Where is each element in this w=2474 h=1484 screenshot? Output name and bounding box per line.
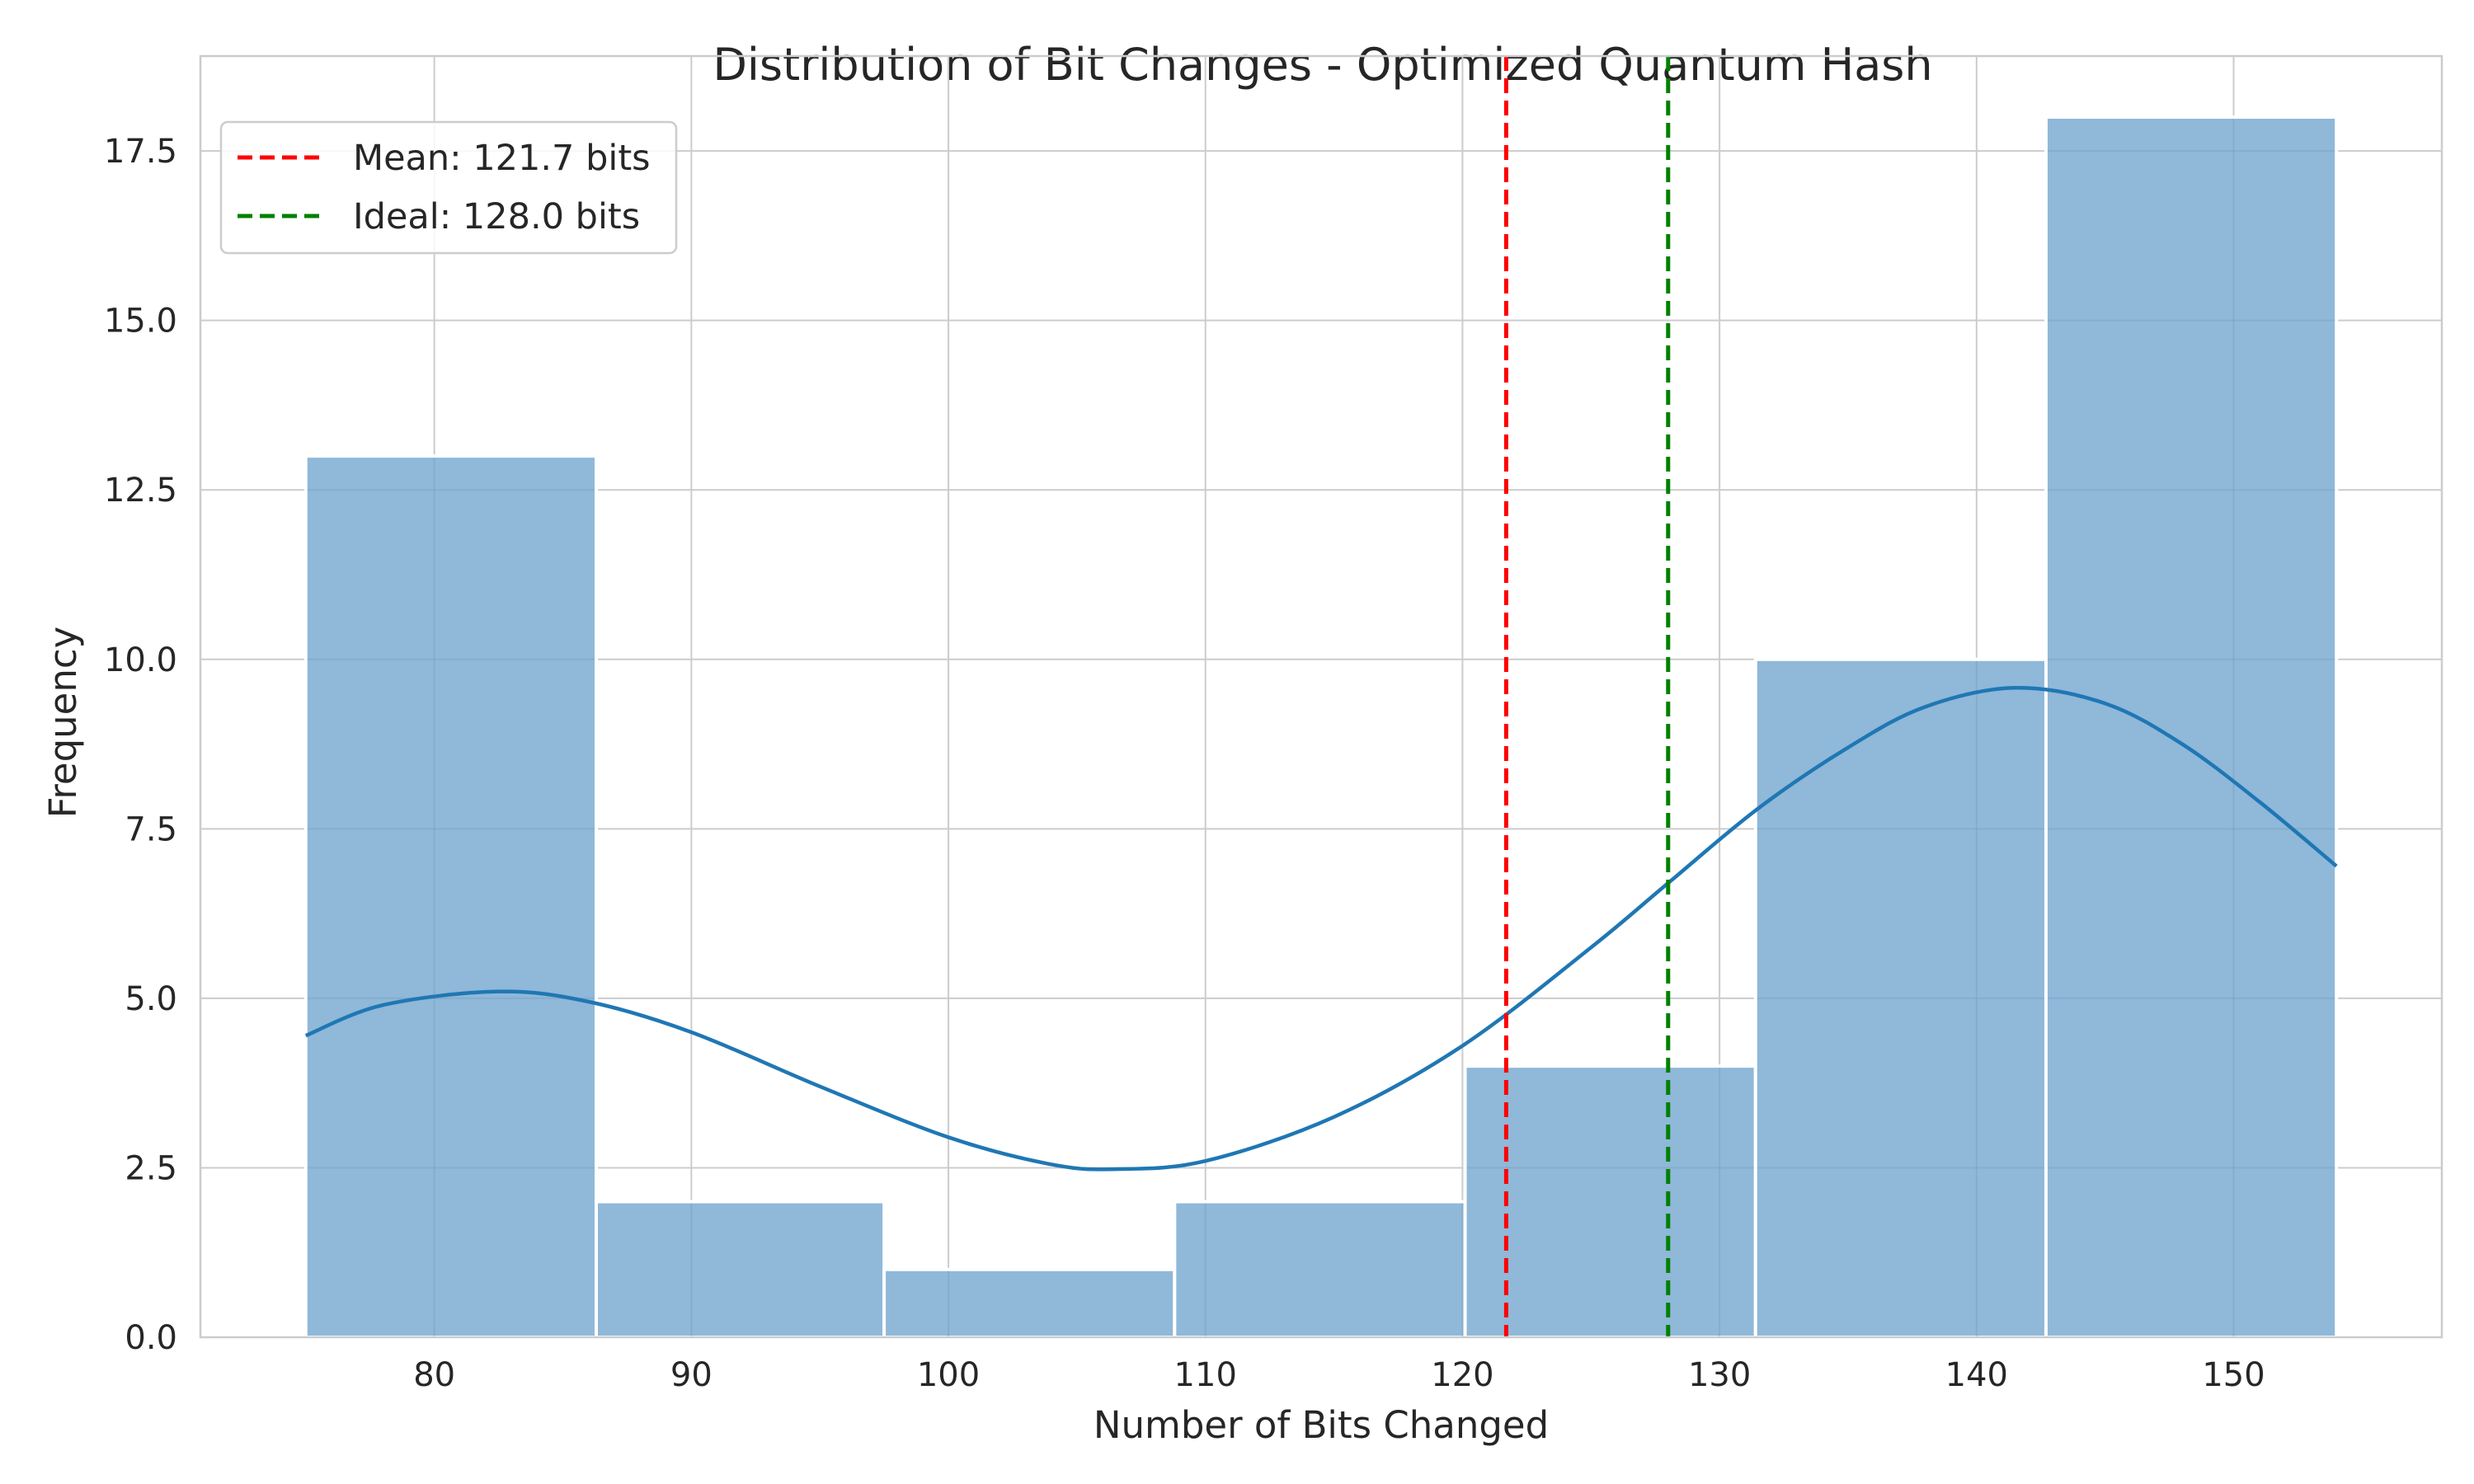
x-tick-label: 120	[1431, 1356, 1493, 1394]
legend-label-ideal: Ideal: 128.0 bits	[353, 196, 640, 237]
x-tick-label: 140	[1945, 1356, 2008, 1394]
histogram-bar	[1463, 1064, 1757, 1339]
y-tick-label: 7.5	[125, 810, 177, 848]
y-tick-label: 2.5	[125, 1149, 177, 1187]
chart-title: Distribution of Bit Changes - Optimized …	[713, 39, 1932, 91]
histogram-bar	[882, 1267, 1177, 1340]
x-tick-label: 110	[1174, 1356, 1237, 1394]
x-tick-label: 100	[917, 1356, 980, 1394]
kde-curve	[304, 686, 2338, 1172]
y-tick-label: 10.0	[104, 641, 177, 679]
x-tick-label: 150	[2202, 1356, 2265, 1394]
bars	[303, 115, 2339, 1340]
y-axis-label: Frequency	[41, 627, 85, 818]
legend: Mean: 121.7 bits Ideal: 128.0 bits	[219, 120, 678, 255]
grid-overlay-on-bars	[307, 119, 2335, 1337]
y-tick-label: 12.5	[104, 472, 177, 510]
y-tick-label: 15.0	[104, 303, 177, 340]
legend-box	[219, 120, 678, 255]
reference-lines	[1503, 56, 1671, 1337]
y-tick-label: 17.5	[104, 133, 177, 171]
x-tick-label: 90	[670, 1356, 713, 1394]
x-tick-label: 130	[1688, 1356, 1751, 1394]
histogram-bar	[303, 454, 599, 1339]
plot-frame	[199, 54, 2443, 1339]
histogram-bar	[595, 1200, 887, 1339]
x-tick-label: 80	[413, 1356, 455, 1394]
y-tick-label: 5.0	[125, 980, 177, 1018]
y-tick-labels: 0.0 2.5 5.0 7.5 10.0 12.5 15.0 17.5	[104, 133, 177, 1357]
x-axis-label: Number of Bits Changed	[1094, 1403, 1549, 1447]
x-tick-labels: 80 90 100 110 120 130 140 150	[413, 1356, 2265, 1394]
legend-label-mean: Mean: 121.7 bits	[353, 138, 651, 179]
histogram-bar	[1173, 1200, 1467, 1339]
kde-line	[304, 686, 2338, 1172]
y-tick-label: 0.0	[125, 1319, 177, 1357]
histogram-bar	[2044, 115, 2339, 1339]
